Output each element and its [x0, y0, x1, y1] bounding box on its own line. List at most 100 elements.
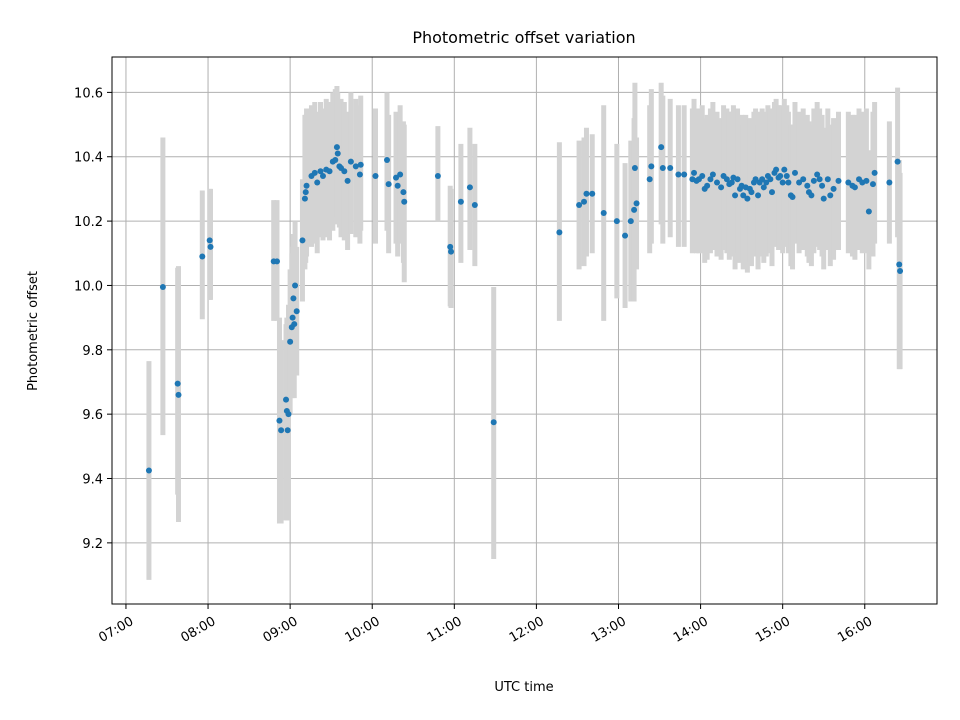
- data-point: [356, 171, 363, 178]
- data-point: [894, 158, 901, 165]
- data-point: [385, 181, 392, 188]
- data-point: [400, 189, 407, 196]
- data-point: [781, 166, 788, 173]
- data-point: [289, 314, 296, 321]
- data-point: [589, 190, 596, 197]
- data-point: [744, 195, 751, 202]
- data-point: [631, 165, 638, 172]
- data-point: [357, 161, 364, 168]
- plot-frame: [111, 56, 938, 605]
- data-point: [352, 163, 359, 170]
- data-point: [785, 179, 792, 186]
- data-point: [714, 179, 720, 186]
- data-point: [755, 192, 762, 199]
- data-point: [791, 169, 798, 176]
- y-tick-label: 10.2: [74, 215, 103, 230]
- data-point: [767, 176, 774, 183]
- data-point: [699, 173, 706, 180]
- data-point: [759, 176, 766, 183]
- data-point: [285, 411, 292, 418]
- data-point: [207, 243, 214, 250]
- data-point: [302, 189, 309, 196]
- data-point: [769, 189, 775, 196]
- data-point: [278, 427, 285, 434]
- data-point: [760, 184, 767, 191]
- data-point: [734, 176, 741, 183]
- data-point: [723, 176, 730, 183]
- data-point: [830, 185, 837, 192]
- y-tick-label: 10.4: [74, 151, 103, 166]
- data-point: [159, 284, 166, 291]
- data-point: [341, 168, 348, 175]
- data-point: [627, 218, 634, 225]
- data-point: [393, 174, 400, 181]
- y-tick-label: 10.0: [74, 279, 103, 294]
- data-point: [658, 144, 665, 151]
- data-point: [276, 417, 283, 424]
- data-point: [800, 176, 807, 183]
- data-point: [344, 177, 351, 184]
- data-point: [777, 173, 784, 180]
- data-point: [174, 380, 181, 387]
- data-point: [583, 190, 590, 197]
- data-point: [675, 171, 682, 178]
- data-point: [824, 176, 831, 183]
- data-point: [779, 179, 786, 186]
- data-points: [145, 144, 904, 474]
- data-point: [490, 419, 497, 426]
- data-point: [317, 168, 324, 175]
- data-point: [333, 144, 340, 151]
- data-point: [707, 176, 714, 183]
- data-point: [397, 171, 404, 178]
- data-point: [372, 173, 379, 180]
- data-point: [284, 427, 291, 434]
- data-point: [783, 173, 790, 180]
- data-point: [319, 173, 326, 180]
- data-point: [613, 218, 620, 225]
- data-point: [394, 182, 401, 189]
- data-point: [845, 179, 852, 186]
- data-point: [718, 184, 725, 191]
- data-point: [810, 177, 817, 184]
- data-point: [667, 165, 674, 172]
- data-point: [732, 192, 739, 199]
- data-point: [897, 267, 904, 274]
- data-point: [709, 171, 716, 178]
- data-point: [581, 198, 588, 205]
- data-point: [865, 208, 872, 215]
- data-point: [646, 176, 653, 183]
- data-point: [808, 192, 815, 199]
- data-point: [600, 210, 607, 217]
- data-point: [773, 166, 780, 173]
- data-point: [274, 258, 280, 265]
- data-point: [145, 467, 152, 474]
- data-point: [401, 198, 408, 205]
- data-point: [648, 163, 655, 170]
- data-point: [804, 182, 811, 189]
- data-point: [292, 282, 299, 289]
- data-point: [556, 229, 563, 236]
- data-point: [896, 261, 903, 268]
- data-point: [789, 193, 796, 200]
- data-point: [704, 182, 711, 189]
- data-point: [871, 169, 878, 176]
- data-point: [384, 156, 390, 163]
- data-point: [827, 192, 834, 199]
- data-point: [347, 158, 354, 165]
- data-point: [819, 182, 826, 189]
- y-tick-label: 9.8: [82, 344, 103, 359]
- chart-title: Photometric offset variation: [412, 28, 635, 47]
- data-point: [763, 179, 770, 186]
- data-point: [447, 243, 454, 250]
- data-point: [457, 198, 464, 205]
- data-point: [206, 237, 213, 244]
- data-point: [886, 179, 893, 186]
- data-point: [314, 179, 321, 186]
- data-point: [740, 192, 747, 199]
- data-point: [851, 184, 858, 191]
- data-point: [748, 189, 755, 196]
- data-point: [199, 253, 206, 260]
- data-point: [471, 202, 478, 209]
- data-point: [863, 177, 870, 184]
- data-point: [820, 195, 827, 202]
